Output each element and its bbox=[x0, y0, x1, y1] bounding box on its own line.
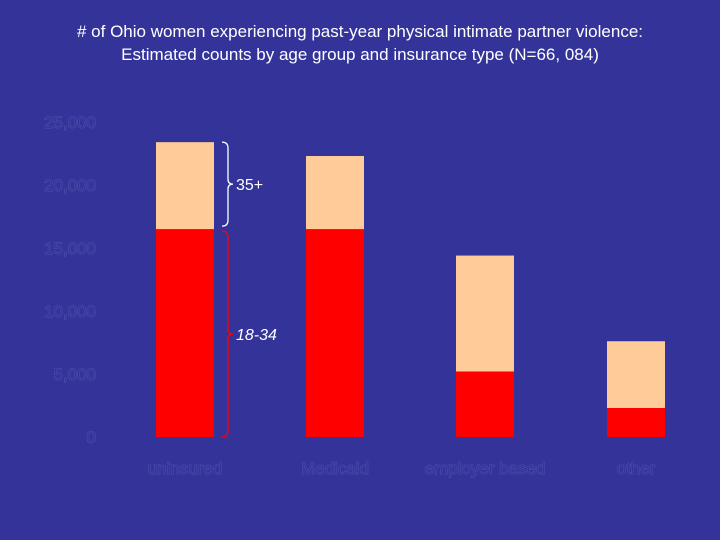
x-category-label: employer based bbox=[425, 459, 546, 478]
x-category-label: uninsured bbox=[148, 459, 223, 478]
bar-uninsured-35+ bbox=[156, 142, 214, 230]
bar-employer-based-18-34 bbox=[456, 371, 514, 437]
annotation-18-34: 18-34 bbox=[236, 327, 277, 344]
chart-title-line-1: # of Ohio women experiencing past-year p… bbox=[76, 22, 643, 41]
bar-other-35+ bbox=[607, 341, 665, 409]
chart-title-line-2: Estimated counts by age group and insura… bbox=[121, 45, 599, 64]
bar-other-18-34 bbox=[607, 408, 665, 437]
y-tick-label: 5,000 bbox=[53, 365, 96, 384]
y-tick-label: 10,000 bbox=[44, 302, 96, 321]
bracket-18-34 bbox=[221, 230, 234, 438]
bar-Medicaid-35+ bbox=[306, 156, 364, 230]
bar-uninsured-18-34 bbox=[156, 229, 214, 437]
bracket-35-plus bbox=[221, 141, 234, 227]
chart-title: # of Ohio women experiencing past-year p… bbox=[0, 20, 720, 66]
y-tick-label: 0 bbox=[87, 428, 96, 447]
x-category-label: other bbox=[617, 459, 656, 478]
y-tick-label: 25,000 bbox=[44, 113, 96, 132]
y-tick-label: 15,000 bbox=[44, 239, 96, 258]
x-category-label: Medicaid bbox=[301, 459, 369, 478]
annotation-35-plus: 35+ bbox=[236, 177, 263, 194]
y-tick-label: 20,000 bbox=[44, 176, 96, 195]
bar-Medicaid-18-34 bbox=[306, 229, 364, 437]
bar-employer-based-35+ bbox=[456, 255, 514, 372]
